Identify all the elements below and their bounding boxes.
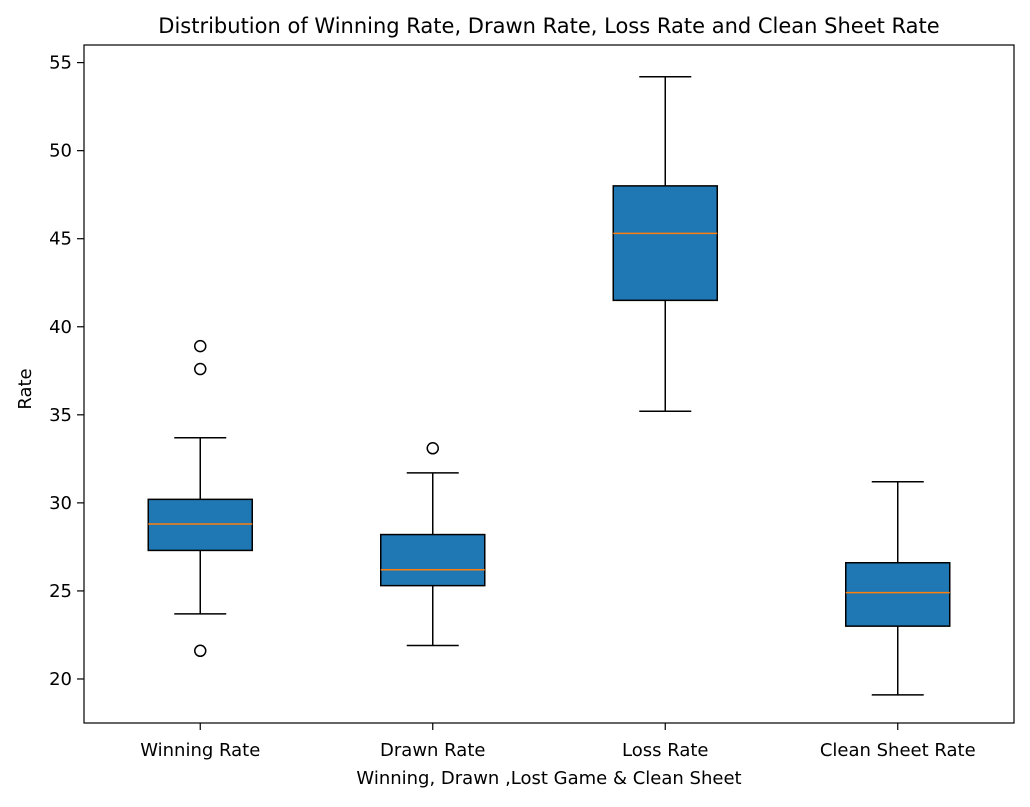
box-clean-sheet-rate [845, 561, 951, 627]
box-drawn-rate [380, 533, 486, 587]
y-tick-label-35: 35 [49, 405, 72, 426]
box-winning-rate [147, 498, 253, 552]
x-axis-label: Winning, Drawn ,Lost Game & Clean Sheet [356, 768, 741, 789]
x-tick-label-loss-rate: Loss Rate [622, 740, 708, 761]
plot-frame [83, 44, 1015, 724]
y-tick-label-50: 50 [49, 141, 72, 162]
box-loss-rate [612, 185, 718, 302]
x-tick-label-drawn-rate: Drawn Rate [380, 740, 485, 761]
outlier-winning-rate-2 [194, 339, 207, 353]
y-tick-label-30: 30 [49, 493, 72, 514]
x-tick-label-clean-sheet-rate: Clean Sheet Rate [820, 740, 976, 761]
y-tick-label-20: 20 [49, 669, 72, 690]
y-axis-label: Rate [15, 368, 36, 409]
outlier-winning-rate-0 [194, 644, 207, 658]
y-tick-label-25: 25 [49, 581, 72, 602]
x-tick-label-winning-rate: Winning Rate [140, 740, 260, 761]
outlier-winning-rate-1 [194, 362, 207, 376]
y-tick-label-40: 40 [49, 317, 72, 338]
plot-area: 20 25 30 35 40 45 50 55 Winning Rate Drawn Rate Lo… [49, 44, 1015, 761]
y-tick-label-45: 45 [49, 229, 72, 250]
outlier-drawn-rate-0 [426, 442, 439, 455]
chart-title: Distribution of Winning Rate, Drawn Rate… [158, 14, 939, 38]
y-tick-label-55: 55 [49, 53, 72, 74]
